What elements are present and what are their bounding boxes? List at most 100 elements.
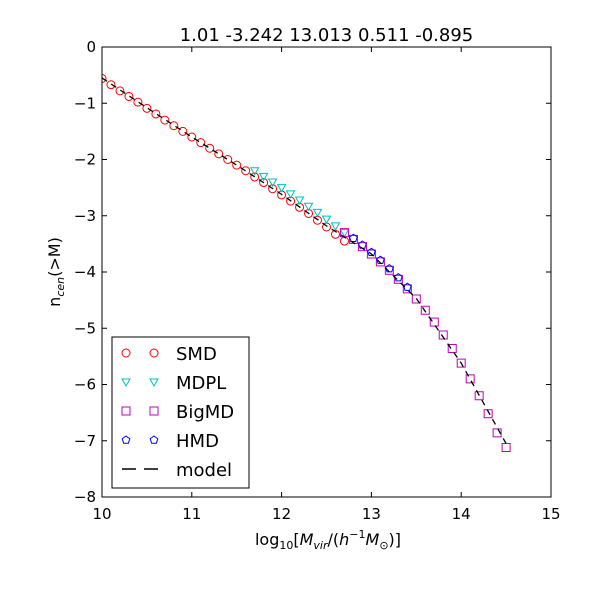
point-bigmd [420,305,430,315]
x-tick-label: 14 [452,505,471,523]
legend-marker [121,435,131,444]
point-mdpl [276,184,287,193]
point-hmd [393,273,403,282]
point-smd [142,103,152,113]
y-tick-label: −8 [74,488,96,506]
point-mdpl [312,208,323,218]
point-bigmd [483,409,493,419]
point-mdpl [321,215,332,225]
point-hmd [402,282,412,291]
point-smd [160,115,170,125]
point-hmd [349,233,358,242]
legend-label: MDPL [176,373,226,394]
x-tick-label: 13 [362,505,381,523]
y-tick-label: −1 [74,94,96,112]
point-bigmd [465,374,475,384]
point-smd [133,97,143,107]
series-bigmd [339,228,511,452]
series-model-line [102,77,507,444]
point-smd [178,126,188,136]
point-mdpl [339,229,350,238]
point-mdpl [258,172,269,182]
legend-label: model [176,460,232,481]
point-bigmd [501,443,511,452]
point-smd [339,236,349,246]
data-layer [102,74,511,452]
point-bigmd [402,284,412,294]
x-tick-label: 10 [92,505,111,523]
y-axis-label: ncen(>M) [45,237,67,307]
point-hmd [384,264,394,273]
legend-box [111,336,250,489]
legend-item-smd: SMD [121,344,217,365]
point-bigmd [411,294,421,304]
point-smd [250,172,260,182]
point-smd [232,160,242,170]
point-smd [102,74,107,83]
x-tick-label: 15 [541,505,560,523]
legend-marker [149,435,159,444]
x-tick-label: 11 [182,505,201,523]
point-bigmd [429,317,439,327]
point-bigmd [447,344,457,353]
point-smd [259,178,269,188]
point-smd [169,121,179,131]
y-tick-label: −4 [74,263,96,281]
legend-label: BigMD [176,402,234,423]
series-smd [102,74,349,246]
point-hmd [367,247,376,257]
point-mdpl [303,202,314,212]
point-mdpl [249,167,260,176]
legend: SMD MDPL BigMD HMD model [111,336,250,489]
y-tick-label: −6 [74,376,96,394]
legend-item-bigmd: BigMD [121,402,234,423]
point-mdpl [294,196,305,206]
point-smd [124,92,134,101]
point-bigmd [384,265,394,275]
point-bigmd [375,257,385,267]
axes: 10 11 12 13 14 15 0 −1 −2 −3 −4 −5 −6 −7 −8 [74,38,561,523]
plot-frame [101,46,552,498]
point-bigmd [366,249,376,259]
legend-marker [121,406,131,416]
x-axis-label: log10[Mvir/(h−1M⊙)] [255,528,401,552]
point-mdpl [267,178,278,188]
point-smd [115,86,125,96]
y-tick-label: −5 [74,319,96,337]
point-smd [205,143,215,153]
y-tick-label: −3 [74,207,96,225]
legend-marker [121,378,131,388]
y-tick-label: 0 [86,38,96,56]
legend-label: SMD [176,344,217,365]
point-mdpl [330,222,341,231]
legend-marker [121,348,131,358]
legend-label: HMD [176,431,219,452]
point-bigmd [357,242,367,252]
point-smd [268,184,278,194]
legend-marker [149,406,159,416]
legend-item-hmd: HMD [121,431,219,452]
legend-marker [149,348,159,358]
point-bigmd [456,358,466,368]
y-tick-label: −7 [74,432,96,450]
point-smd [196,138,206,148]
point-bigmd [492,428,502,438]
point-smd [214,149,224,159]
legend-item-model: model [122,460,232,481]
point-smd [151,109,161,119]
point-bigmd [438,330,448,340]
y-tick-label: −2 [74,151,96,169]
chart-title: 1.01 -3.242 13.013 0.511 -0.895 [180,25,474,46]
point-smd [187,132,197,142]
point-mdpl [285,190,296,199]
point-smd [223,155,233,164]
legend-marker [149,378,159,388]
point-smd [241,166,251,176]
legend-item-mdpl: MDPL [121,373,226,394]
point-smd [106,80,116,90]
point-bigmd [474,391,484,401]
point-bigmd [393,274,403,284]
x-tick-label: 12 [272,505,291,523]
series-mdpl [249,167,350,238]
